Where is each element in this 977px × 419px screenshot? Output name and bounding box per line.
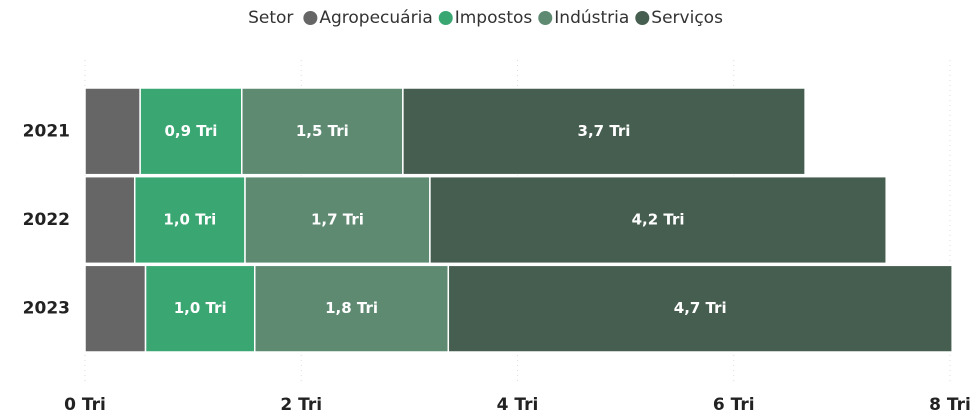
data-label: 1,7 Tri [311, 211, 364, 229]
data-label: 4,7 Tri [674, 299, 727, 317]
data-label: 3,7 Tri [578, 122, 631, 140]
legend-swatch [303, 11, 318, 25]
bar-segment [429, 175, 887, 265]
x-tick-label: 8 Tri [929, 395, 971, 415]
data-label: 4,2 Tri [632, 211, 685, 229]
legend-title: Setor [248, 8, 293, 28]
legend-label: Serviços [651, 8, 723, 28]
data-label: 1,0 Tri [174, 299, 227, 317]
legend-swatch [538, 11, 553, 25]
x-tick-label: 4 Tri [497, 395, 539, 415]
data-label: 0,9 Tri [165, 122, 218, 140]
bar-segment [244, 175, 431, 265]
data-label: 1,8 Tri [325, 299, 378, 317]
legend-label: Agropecuária [319, 8, 432, 28]
y-tick-label: 2021 [23, 121, 70, 141]
x-tick-label: 2 Tri [280, 395, 322, 415]
legend-swatch [635, 11, 650, 25]
bar-segment [84, 175, 136, 265]
bar-segment [447, 264, 953, 353]
data-label: 1,5 Tri [296, 122, 349, 140]
bar-segment [144, 264, 256, 353]
bar-segment [402, 87, 806, 176]
bar-segment [84, 87, 141, 176]
legend-label: Impostos [455, 8, 533, 28]
legend-swatch [438, 11, 453, 25]
legend: Setor Agropecuária Impostos Indústria Serviç… [248, 8, 723, 28]
y-tick-label: 2022 [23, 210, 70, 230]
x-tick-label: 0 Tri [64, 395, 106, 415]
y-tick-label: 2023 [23, 299, 70, 319]
legend-label: Indústria [554, 8, 629, 28]
x-tick-label: 6 Tri [713, 395, 755, 415]
bar-segment [84, 264, 147, 353]
bar-segment [254, 264, 450, 353]
data-label: 1,0 Tri [163, 211, 216, 229]
bar-segment [241, 87, 404, 176]
